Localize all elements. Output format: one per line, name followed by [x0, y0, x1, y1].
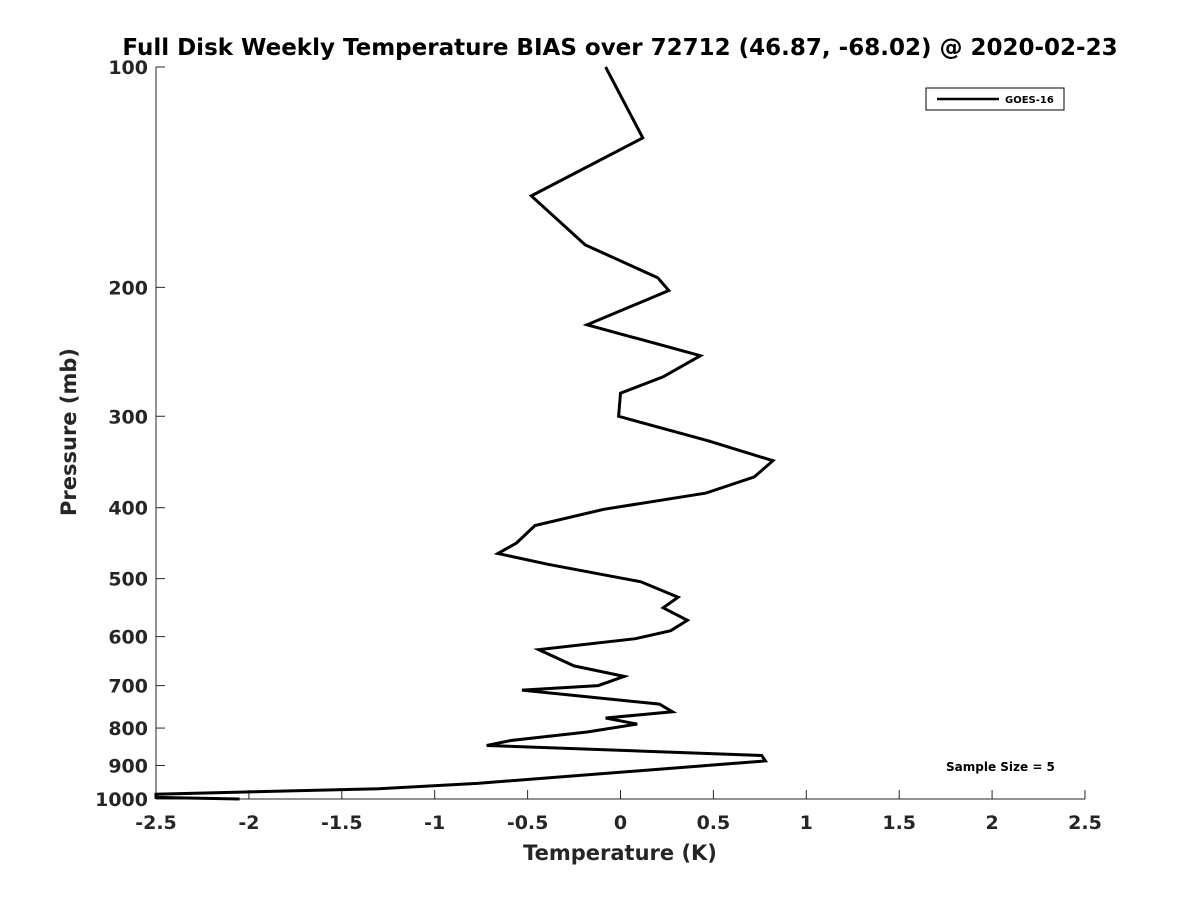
x-axis-label: Temperature (K)	[523, 841, 717, 865]
y-tick-label: 600	[108, 627, 148, 649]
x-tick-label: -0.5	[507, 812, 549, 834]
y-tick-label: 900	[108, 756, 148, 778]
x-tick-label: 1.5	[882, 812, 916, 834]
x-ticks: -2.5 -2 -1.5 -1 -0.5 0 0.5 1 1.5 2 2.5	[135, 790, 1102, 834]
y-axis-label: Pressure (mb)	[57, 348, 81, 516]
x-tick-label: -2.5	[135, 812, 177, 834]
series-layer	[154, 66, 776, 801]
y-tick-label: 1000	[95, 789, 148, 811]
y-ticks: 100 200 300 400 500 600 700 800 900 1000	[95, 57, 165, 811]
y-tick-label: 500	[108, 569, 148, 591]
x-tick-label: -2	[238, 812, 259, 834]
x-tick-label: -1	[424, 812, 445, 834]
sample-size-annotation: Sample Size = 5	[946, 760, 1055, 774]
series-line-goes-16	[154, 66, 776, 801]
legend: GOES-16	[925, 87, 1065, 111]
chart-title: Full Disk Weekly Temperature BIAS over 7…	[122, 35, 1117, 61]
y-tick-label: 400	[108, 498, 148, 520]
y-tick-label: 100	[108, 57, 148, 79]
y-tick-label: 800	[108, 718, 148, 740]
y-tick-label: 200	[108, 277, 148, 299]
y-tick-label: 300	[108, 406, 148, 428]
plot-area: -2.5 -2 -1.5 -1 -0.5 0 0.5 1 1.5 2 2.5 100 200 300 40…	[95, 57, 1102, 834]
y-tick-label: 700	[108, 676, 148, 698]
x-tick-label: 1	[800, 812, 813, 834]
x-tick-label: -1.5	[321, 812, 363, 834]
x-tick-label: 2	[985, 812, 998, 834]
x-tick-label: 2.5	[1068, 812, 1102, 834]
x-tick-label: 0	[614, 812, 627, 834]
legend-label-goes-16: GOES-16	[1005, 95, 1054, 106]
x-tick-label: 0.5	[697, 812, 731, 834]
